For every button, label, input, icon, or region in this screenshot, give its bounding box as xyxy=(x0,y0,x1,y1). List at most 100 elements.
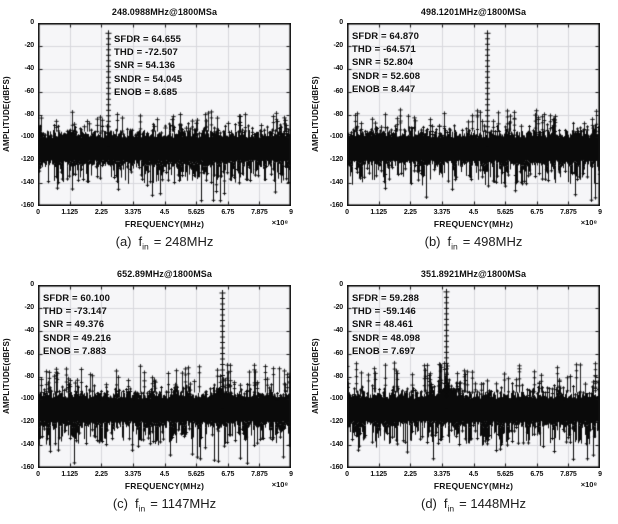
x-tick-label: 5.625 xyxy=(496,209,514,216)
x-tick-label: 2.25 xyxy=(94,471,108,478)
y-tick-label: -60 xyxy=(24,87,34,95)
subplot-caption: (c) fin = 1147MHz xyxy=(23,496,306,514)
x-tick-label: 4.5 xyxy=(159,471,170,478)
x-tick-label: 0 xyxy=(345,471,349,478)
spectrum-plot-canvas xyxy=(347,285,600,468)
caption-symbol: f xyxy=(135,496,139,511)
y-tick-label: -20 xyxy=(24,303,34,311)
metric-line: SNR = 49.376 xyxy=(43,319,105,331)
caption-index: (d) xyxy=(421,496,437,511)
metric-line: THD = -73.147 xyxy=(43,306,107,318)
x-tick-label: 6.75 xyxy=(221,209,235,216)
caption-value: = 248MHz xyxy=(153,234,214,249)
y-tick-label: -160 xyxy=(20,202,34,209)
x-tick-label: 3.375 xyxy=(124,471,142,478)
plot-title: 652.89MHz@1800MSa xyxy=(116,269,213,279)
x-axis-label: FREQUENCY(MHz) xyxy=(124,219,205,229)
y-tick-label: -140 xyxy=(329,441,343,449)
x-axis-label: FREQUENCY(MHz) xyxy=(124,481,205,491)
metrics-annotation: SFDR = 59.288 THD = -59.146 SNR = 48.461 SN… xyxy=(352,292,420,358)
x-tick-label: 2.25 xyxy=(403,209,417,216)
caption-subscript: in xyxy=(451,241,458,252)
metric-line: ENOB = 7.697 xyxy=(352,345,416,357)
x-tick-label: 3.375 xyxy=(433,471,451,478)
metric-line: ENOB = 8.447 xyxy=(352,83,416,95)
y-tick-label: -120 xyxy=(20,156,34,164)
x-tick-label: 3.375 xyxy=(433,209,451,216)
x-tick-label: 2.25 xyxy=(403,471,417,478)
x-tick-label: 1.125 xyxy=(61,471,78,478)
y-tick-label: -60 xyxy=(333,349,343,357)
plot-title: 498.1201MHz@1800MSa xyxy=(420,7,527,17)
y-tick-label: -20 xyxy=(333,303,343,311)
x-axis-exponent: ×10⁸ xyxy=(271,218,288,227)
y-tick-label: -100 xyxy=(329,395,343,403)
x-tick-label: 4.5 xyxy=(468,471,479,478)
metric-line: SNR = 48.461 xyxy=(352,319,414,331)
y-tick-label: -160 xyxy=(329,464,343,471)
x-tick-label: 0 xyxy=(345,209,349,216)
spectrum-plot-canvas xyxy=(38,285,291,468)
y-tick-label: -160 xyxy=(20,464,34,471)
caption-subscript: in xyxy=(138,503,146,514)
x-axis-label: FREQUENCY(MHz) xyxy=(433,481,514,491)
spectrum-plot-canvas xyxy=(347,23,600,206)
metric-line: SNDR = 52.608 xyxy=(352,70,421,82)
x-tick-label: 0 xyxy=(36,209,40,216)
y-tick-label: -100 xyxy=(20,395,34,403)
y-tick-label: -160 xyxy=(329,202,343,209)
caption-symbol: f xyxy=(447,234,452,249)
x-tick-label: 5.625 xyxy=(187,471,205,478)
y-tick-label: -80 xyxy=(24,372,34,380)
caption-symbol: f xyxy=(443,496,448,511)
metric-line: ENOB = 7.883 xyxy=(43,345,107,357)
x-axis-exponent: ×10⁸ xyxy=(580,218,597,227)
y-tick-label: -80 xyxy=(24,110,34,118)
x-tick-label: 3.375 xyxy=(124,209,142,216)
metric-line: SNDR = 48.098 xyxy=(352,332,421,344)
caption-symbol: f xyxy=(138,234,143,249)
metric-line: SNDR = 54.045 xyxy=(114,73,183,85)
caption-index: (c) xyxy=(112,496,129,511)
y-tick-label: 0 xyxy=(30,281,34,288)
y-tick-label: -120 xyxy=(20,418,34,426)
x-tick-label: 1.125 xyxy=(370,209,387,216)
x-axis-exponent: ×10⁸ xyxy=(271,480,288,489)
metric-line: SNR = 52.804 xyxy=(352,57,414,69)
y-tick-label: -80 xyxy=(333,372,343,380)
metrics-annotation: SFDR = 64.655 THD = -72.507 SNR = 54.136 SN… xyxy=(114,33,182,99)
x-tick-label: 7.875 xyxy=(251,471,268,478)
x-tick-label: 6.75 xyxy=(221,471,235,478)
y-tick-label: -120 xyxy=(329,156,343,164)
spectrum-panel-b: 498.1201MHz@1800MSa AMPLITUDE(dBFS) 0 -20… xyxy=(309,0,618,262)
x-tick-label: 7.875 xyxy=(560,209,577,216)
x-tick-label: 1.125 xyxy=(370,471,387,478)
x-tick-label: 7.875 xyxy=(560,471,577,478)
x-axis-exponent: ×10⁸ xyxy=(580,480,597,489)
x-tick-label: 9 xyxy=(598,209,602,216)
metric-line: SNDR = 49.216 xyxy=(43,332,112,344)
y-tick-label: -40 xyxy=(333,326,343,334)
metric-line: THD = -72.507 xyxy=(114,47,178,59)
metric-line: SFDR = 59.288 xyxy=(352,293,420,304)
caption-value: = 1448MHz xyxy=(459,496,526,511)
caption-index: (b) xyxy=(424,234,441,249)
spectrum-panel-c: 652.89MHz@1800MSa AMPLITUDE(dBFS) 0 -20 -4… xyxy=(0,262,309,524)
caption-subscript: in xyxy=(142,241,149,252)
metrics-annotation: SFDR = 64.870 THD = -64.571 SNR = 52.804 SN… xyxy=(352,30,420,96)
x-tick-label: 1.125 xyxy=(61,209,78,216)
y-tick-label: -20 xyxy=(333,41,343,49)
x-tick-label: 6.75 xyxy=(530,209,544,216)
x-tick-label: 4.5 xyxy=(468,209,479,216)
y-tick-label: -40 xyxy=(333,64,343,72)
x-tick-label: 7.875 xyxy=(251,209,268,216)
subplot-caption: (b) fin = 498MHz xyxy=(332,234,615,252)
y-tick-label: 0 xyxy=(339,281,343,288)
caption-index: (a) xyxy=(115,234,132,249)
x-axis-label: FREQUENCY(MHz) xyxy=(433,219,514,229)
y-tick-label: -140 xyxy=(20,179,34,187)
y-tick-label: 0 xyxy=(339,19,343,26)
y-tick-label: -140 xyxy=(20,441,34,449)
spectrum-panel-d: 351.8921MHz@1800MSa AMPLITUDE(dBFS) 0 -20… xyxy=(309,262,618,524)
subplot-caption: (a) fin = 248MHz xyxy=(23,234,306,252)
